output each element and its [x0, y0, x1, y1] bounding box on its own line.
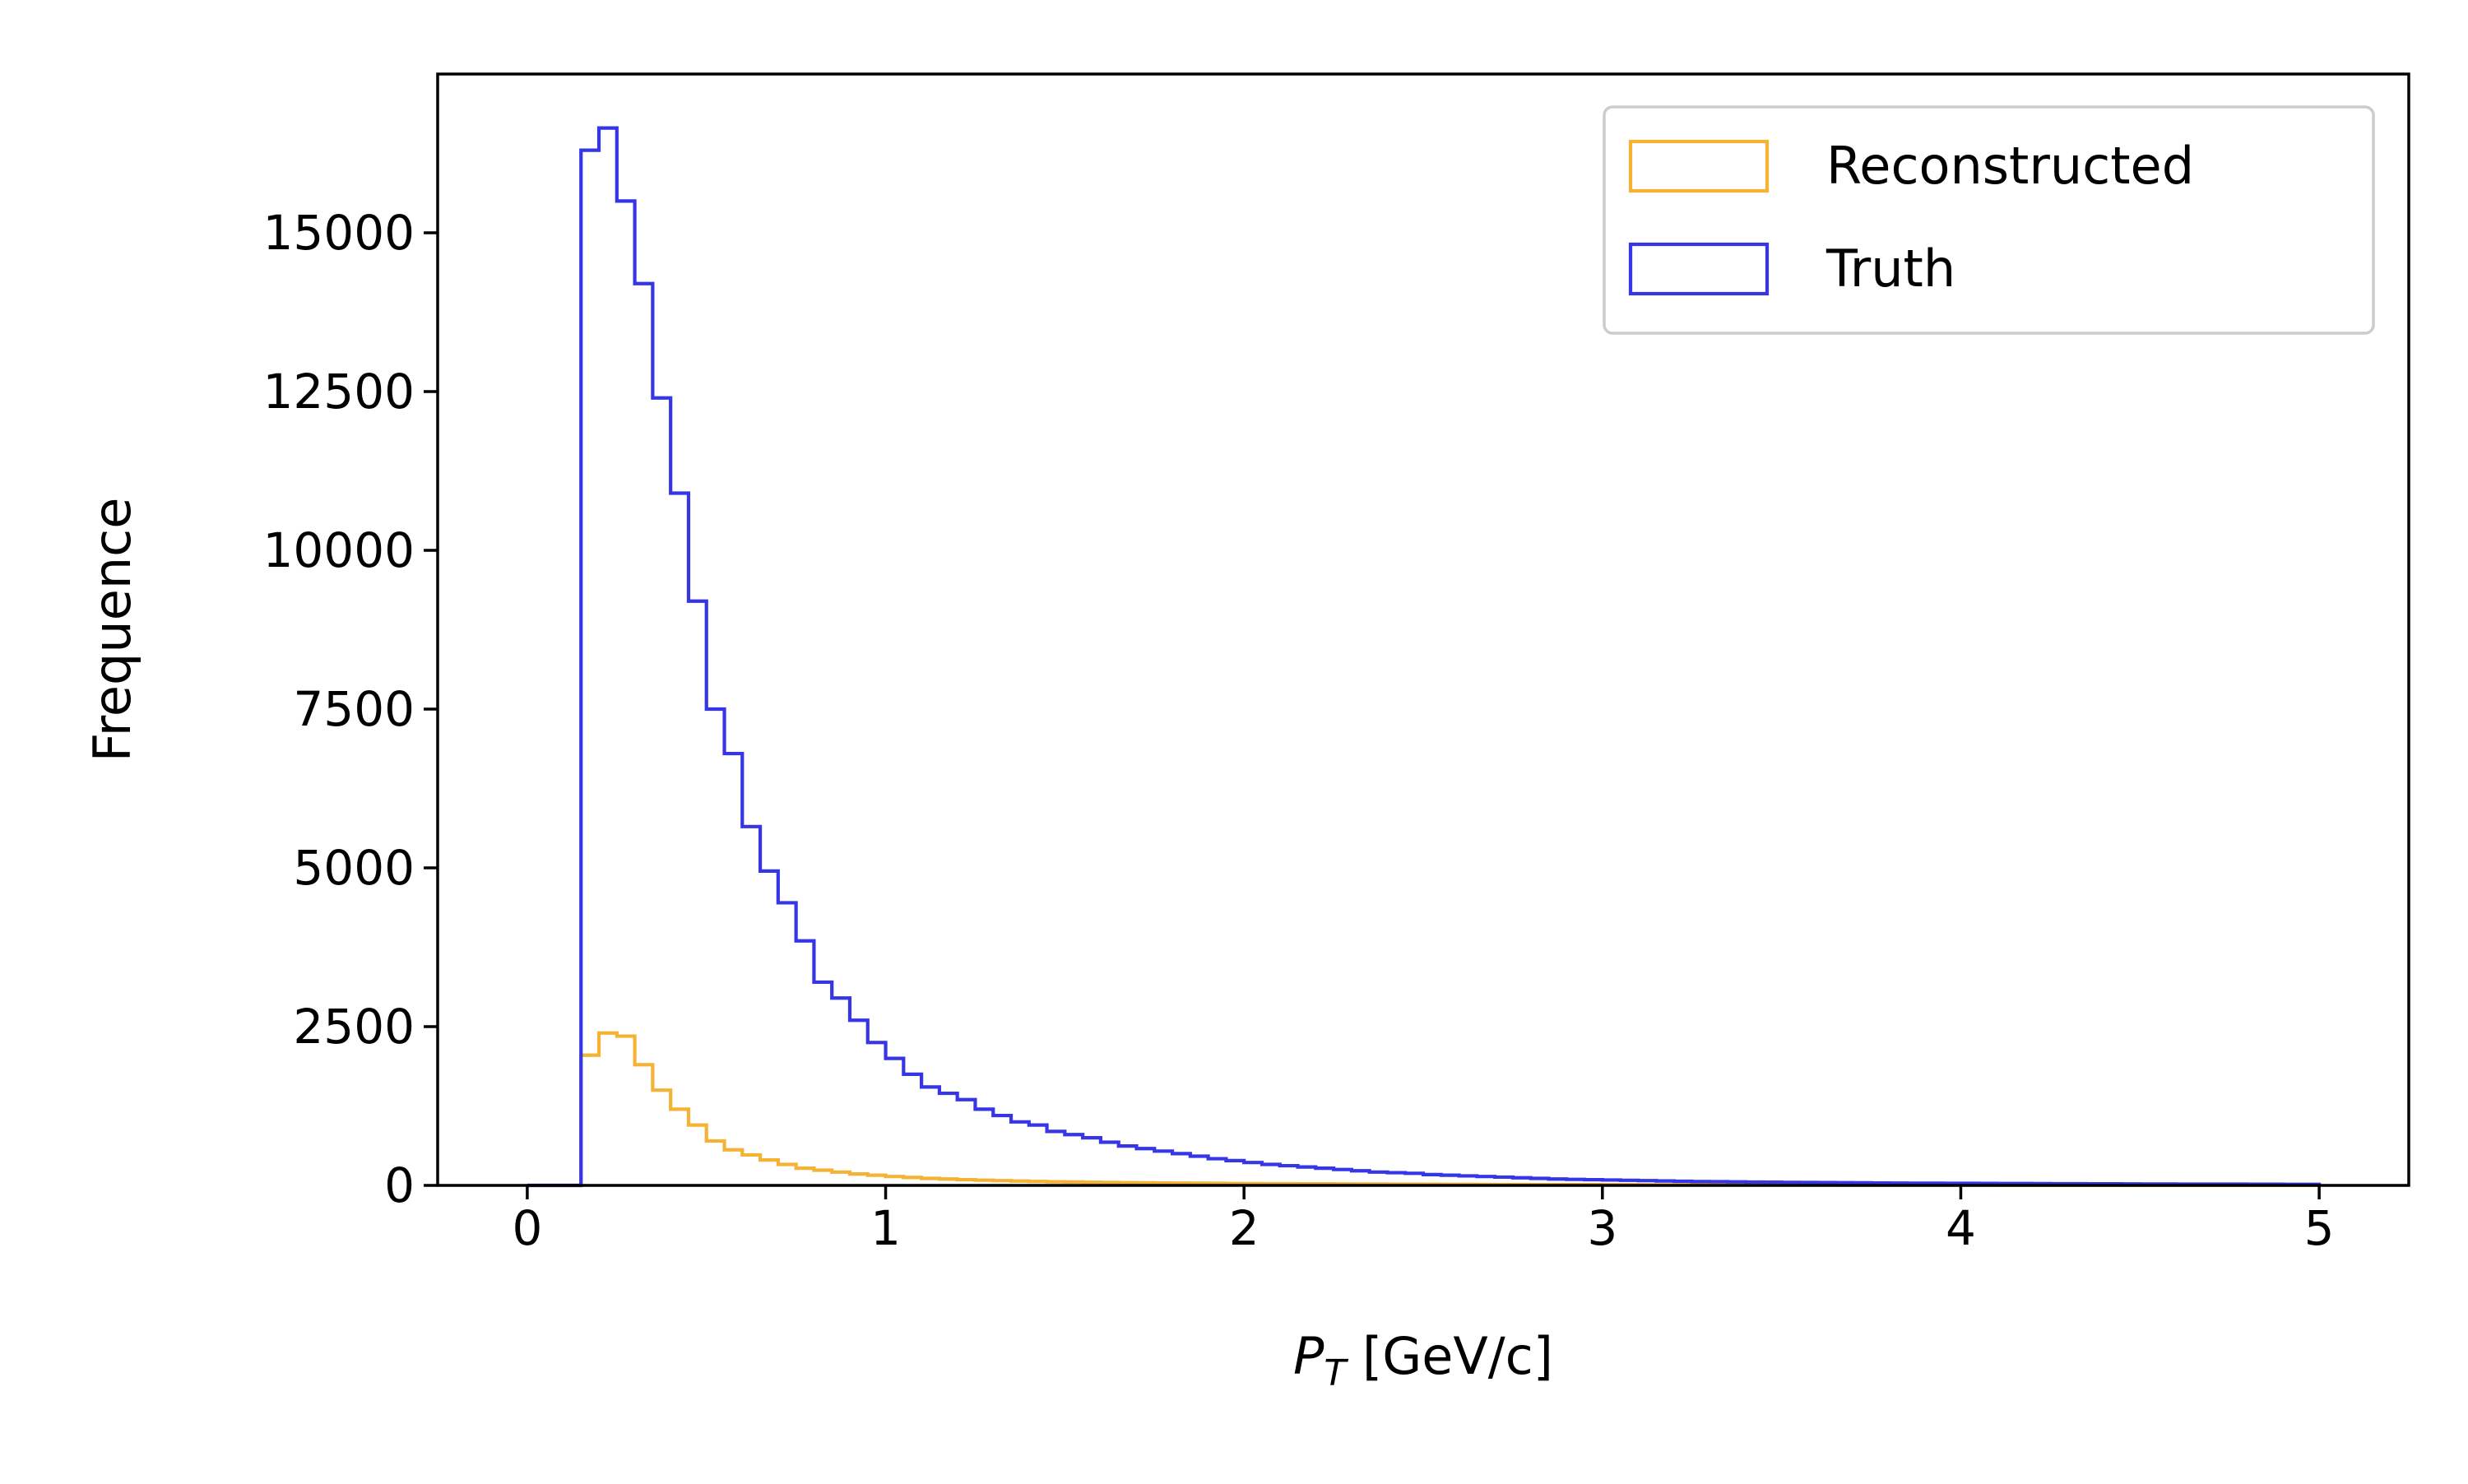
legend-box	[1603, 105, 2375, 335]
x-tick-label: 2	[1229, 1200, 1260, 1256]
x-tick-label: 3	[1587, 1200, 1617, 1256]
legend-swatch-reconstructed	[1628, 139, 1770, 193]
x-tick-label: 4	[1946, 1200, 1976, 1256]
y-tick-label: 0	[384, 1157, 415, 1213]
x-tick-label: 5	[2304, 1200, 2335, 1256]
y-tick-label: 2500	[293, 999, 415, 1055]
y-tick-label: 7500	[293, 681, 415, 737]
x-tick-label: 0	[512, 1200, 542, 1256]
x-axis-label: PT [GeV/c]	[1293, 1326, 1553, 1394]
legend-label-reconstructed: Reconstructed	[1826, 136, 2194, 196]
x-axis-label-unit: [GeV/c]	[1346, 1326, 1553, 1386]
x-axis-label-subscript: T	[1324, 1352, 1348, 1394]
legend-label-truth: Truth	[1825, 239, 1955, 299]
axes-frame	[436, 72, 2410, 1187]
y-tick-label: 10000	[262, 522, 415, 578]
legend-swatch-truth	[1628, 242, 1770, 296]
axes-layer: 0 1 2 3 4 5 0 2500 5000 7500 10000 12500 15000 PT [Ge…	[82, 72, 2410, 1394]
y-axis-label: Frequence	[82, 498, 142, 763]
y-tick-label: 12500	[262, 364, 415, 420]
y-tick-label: 5000	[293, 840, 415, 896]
series-truth-step	[527, 126, 2322, 1188]
x-tick-label: 1	[870, 1200, 901, 1256]
legend[interactable]: Reconstructed Truth	[1603, 105, 2375, 335]
x-axis-label-symbol: P	[1293, 1326, 1324, 1386]
y-tick-label: 15000	[262, 205, 415, 261]
